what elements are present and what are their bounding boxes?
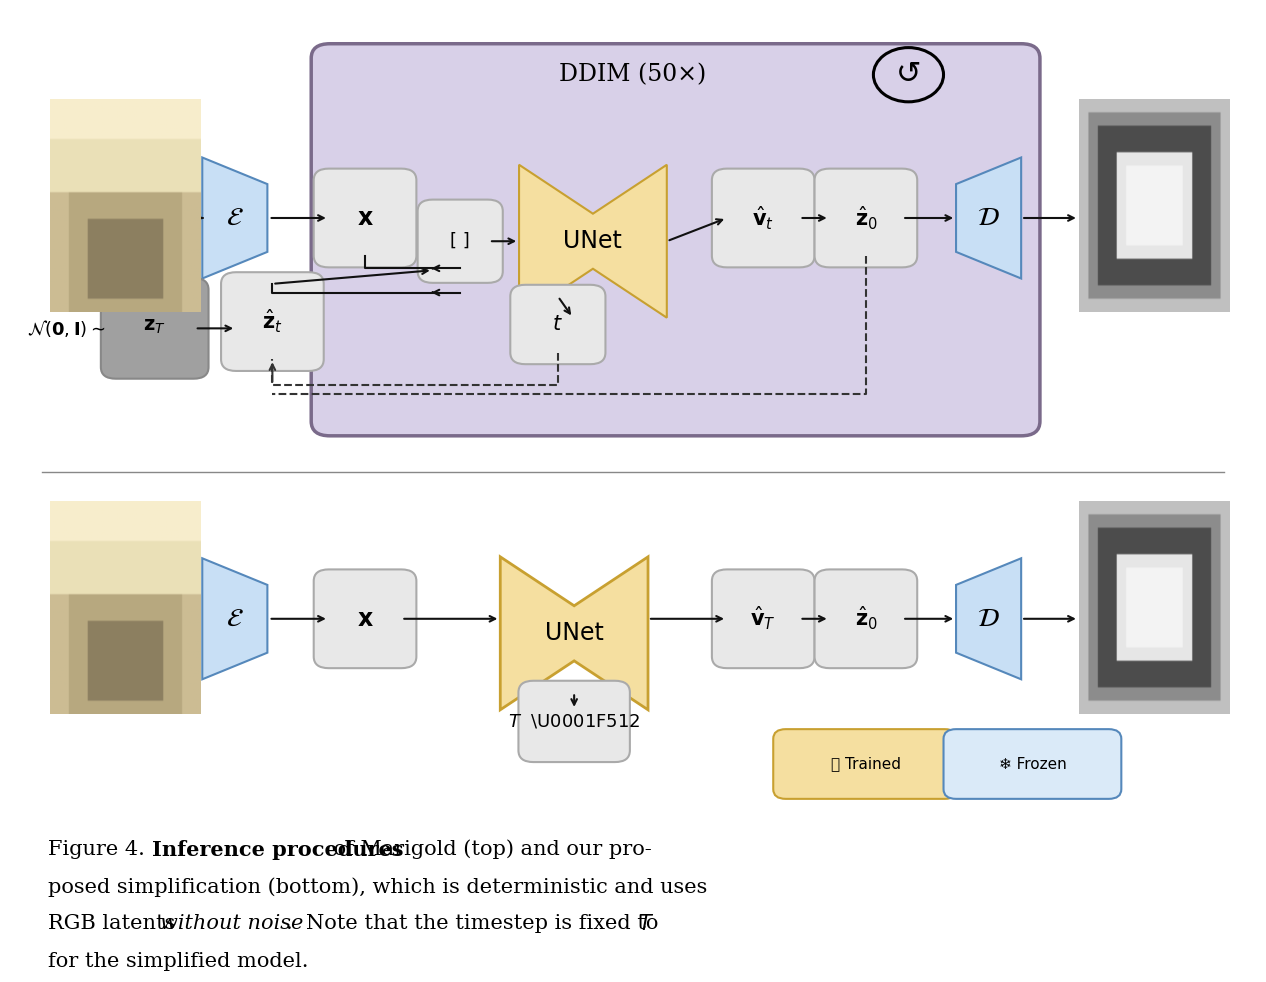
FancyBboxPatch shape: [943, 730, 1122, 799]
FancyBboxPatch shape: [510, 285, 605, 364]
Polygon shape: [519, 165, 667, 318]
Text: 🔥 Trained: 🔥 Trained: [830, 756, 901, 772]
FancyBboxPatch shape: [314, 169, 417, 267]
Text: ❄ Frozen: ❄ Frozen: [999, 756, 1066, 772]
Text: $\hat{\mathbf{z}}_0$: $\hat{\mathbf{z}}_0$: [855, 204, 877, 232]
Text: $\hat{\mathbf{v}}_T$: $\hat{\mathbf{v}}_T$: [751, 605, 776, 632]
Text: of Marigold (top) and our pro-: of Marigold (top) and our pro-: [327, 840, 652, 859]
Text: .  Note that the timestep is fixed to: . Note that the timestep is fixed to: [286, 914, 665, 933]
FancyBboxPatch shape: [222, 272, 324, 371]
Text: $t$: $t$: [552, 314, 563, 335]
Polygon shape: [500, 557, 648, 710]
Text: [ ]: [ ]: [451, 232, 470, 250]
Polygon shape: [203, 157, 267, 279]
Text: $\mathcal{D}$: $\mathcal{D}$: [977, 205, 1000, 231]
Polygon shape: [956, 157, 1022, 279]
FancyBboxPatch shape: [774, 730, 957, 799]
Polygon shape: [956, 559, 1022, 680]
Text: without noise: without noise: [160, 914, 303, 933]
Text: $\mathcal{E}$: $\mathcal{E}$: [225, 606, 244, 631]
Text: $\mathcal{D}$: $\mathcal{D}$: [977, 606, 1000, 631]
FancyBboxPatch shape: [311, 44, 1039, 436]
Text: ↺: ↺: [896, 60, 922, 89]
Text: posed simplification (bottom), which is deterministic and uses: posed simplification (bottom), which is …: [48, 877, 708, 897]
Text: $\mathcal{E}$: $\mathcal{E}$: [225, 205, 244, 231]
Text: $\mathcal{N}(\mathbf{0},\mathbf{I})\sim$: $\mathcal{N}(\mathbf{0},\mathbf{I})\sim$: [27, 318, 105, 339]
FancyBboxPatch shape: [519, 681, 630, 762]
Text: $\hat{\mathbf{z}}_t$: $\hat{\mathbf{z}}_t$: [262, 308, 282, 335]
FancyBboxPatch shape: [711, 570, 814, 668]
FancyBboxPatch shape: [314, 570, 417, 668]
Text: $\hat{\mathbf{z}}_0$: $\hat{\mathbf{z}}_0$: [855, 605, 877, 632]
Text: DDIM (50×): DDIM (50×): [560, 63, 706, 86]
Text: Inference procedures: Inference procedures: [152, 840, 404, 859]
Text: $\mathbf{z}_T$: $\mathbf{z}_T$: [143, 317, 166, 336]
Text: UNet: UNet: [544, 622, 604, 645]
Text: $T$  \U0001F512: $T$ \U0001F512: [508, 712, 641, 731]
Text: $\mathbf{x}$: $\mathbf{x}$: [357, 206, 373, 230]
FancyBboxPatch shape: [814, 169, 918, 267]
Text: $\hat{\mathbf{v}}_t$: $\hat{\mathbf{v}}_t$: [752, 204, 775, 232]
Polygon shape: [203, 559, 267, 680]
FancyBboxPatch shape: [711, 169, 814, 267]
Text: UNet: UNet: [563, 229, 623, 253]
Text: Figure 4.: Figure 4.: [48, 840, 158, 858]
Text: $T$: $T$: [638, 914, 655, 934]
Text: $\mathbf{x}$: $\mathbf{x}$: [357, 607, 373, 630]
FancyBboxPatch shape: [101, 278, 209, 379]
FancyBboxPatch shape: [418, 199, 503, 283]
Text: RGB latents: RGB latents: [48, 914, 182, 933]
FancyBboxPatch shape: [814, 570, 918, 668]
Text: for the simplified model.: for the simplified model.: [48, 952, 309, 970]
